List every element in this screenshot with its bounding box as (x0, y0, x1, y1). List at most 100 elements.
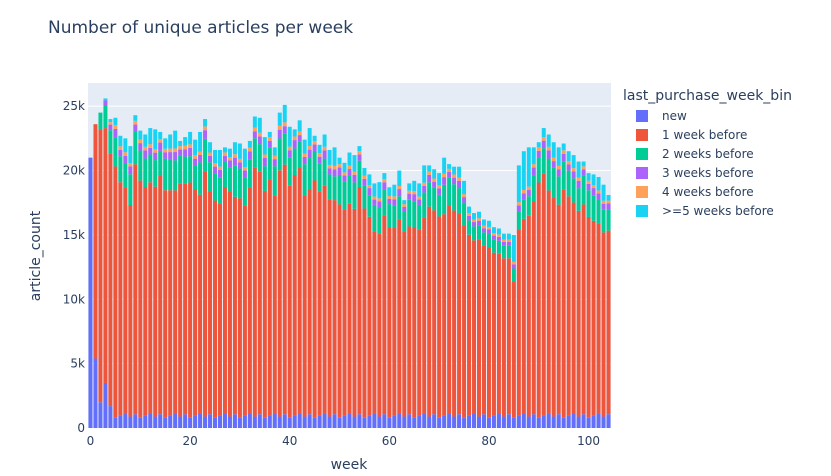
bar-segment[interactable] (118, 415, 123, 428)
bar-segment[interactable] (491, 252, 496, 416)
bar-segment[interactable] (372, 196, 377, 200)
bar-segment[interactable] (138, 139, 143, 144)
bar-segment[interactable] (188, 144, 193, 148)
bar-segment[interactable] (576, 188, 581, 211)
bar-segment[interactable] (447, 205, 452, 414)
bar-segment[interactable] (601, 232, 606, 417)
bar-segment[interactable] (292, 129, 297, 137)
legend-swatch[interactable] (636, 167, 648, 179)
bar-segment[interactable] (103, 100, 108, 106)
bar-segment[interactable] (491, 227, 496, 234)
bar-segment[interactable] (561, 150, 566, 154)
bar-segment[interactable] (203, 171, 208, 417)
bar-segment[interactable] (247, 413, 252, 428)
bar-segment[interactable] (392, 199, 397, 206)
bar-segment[interactable] (232, 142, 237, 155)
bar-segment[interactable] (213, 200, 217, 418)
bar-segment[interactable] (427, 165, 432, 172)
bar-segment[interactable] (277, 129, 282, 139)
bar-segment[interactable] (551, 197, 556, 417)
bar-segment[interactable] (457, 177, 462, 181)
bar-segment[interactable] (213, 163, 217, 167)
bar-segment[interactable] (442, 184, 447, 215)
bar-segment[interactable] (407, 414, 412, 428)
bar-segment[interactable] (382, 173, 387, 180)
legend[interactable]: new 1 week before 2 weeks before 3 weeks be… (636, 109, 774, 218)
bar-segment[interactable] (362, 417, 367, 428)
bar-segment[interactable] (596, 223, 601, 414)
bar-segment[interactable] (596, 413, 601, 428)
bar-segment[interactable] (407, 226, 412, 415)
bar-segment[interactable] (277, 170, 282, 417)
bar-segment[interactable] (272, 155, 277, 160)
bar-segment[interactable] (526, 416, 531, 428)
bar-segment[interactable] (307, 146, 312, 150)
bar-segment[interactable] (606, 414, 611, 428)
bar-segment[interactable] (183, 183, 188, 415)
bar-segment[interactable] (551, 157, 556, 162)
bar-segment[interactable] (163, 152, 168, 159)
bar-segment[interactable] (576, 416, 581, 428)
bar-segment[interactable] (237, 417, 242, 428)
bar-segment[interactable] (526, 190, 531, 197)
bar-segment[interactable] (302, 164, 307, 196)
bar-segment[interactable] (606, 203, 611, 210)
bar-segment[interactable] (516, 415, 521, 428)
bar-segment[interactable] (173, 130, 178, 149)
bar-segment[interactable] (422, 192, 427, 218)
bar-segment[interactable] (347, 152, 352, 166)
bar-segment[interactable] (232, 157, 237, 166)
bar-segment[interactable] (372, 204, 377, 232)
bar-segment[interactable] (113, 166, 118, 418)
bar-segment[interactable] (491, 235, 496, 240)
bar-segment[interactable] (312, 150, 317, 181)
bar-segment[interactable] (526, 186, 531, 191)
bar-segment[interactable] (208, 152, 213, 156)
bar-segment[interactable] (168, 148, 173, 153)
bar-segment[interactable] (342, 415, 347, 428)
bar-segment[interactable] (158, 142, 163, 151)
bar-segment[interactable] (133, 164, 138, 415)
bar-segment[interactable] (596, 199, 601, 224)
bar-segment[interactable] (397, 219, 402, 414)
bar-segment[interactable] (452, 184, 457, 211)
bar-segment[interactable] (511, 234, 516, 262)
bar-segment[interactable] (277, 416, 282, 428)
bar-segment[interactable] (357, 160, 362, 187)
bar-segment[interactable] (287, 146, 292, 151)
bar-segment[interactable] (148, 128, 153, 145)
bar-segment[interactable] (222, 155, 227, 162)
bar-segment[interactable] (277, 125, 282, 130)
bar-segment[interactable] (536, 147, 541, 151)
bar-segment[interactable] (337, 167, 342, 175)
bar-segment[interactable] (516, 229, 521, 416)
bar-segment[interactable] (496, 240, 501, 254)
bar-segment[interactable] (287, 150, 292, 158)
bar-segment[interactable] (123, 413, 128, 428)
bar-segment[interactable] (173, 190, 178, 414)
bar-segment[interactable] (556, 165, 561, 170)
bar-segment[interactable] (332, 165, 337, 170)
bar-segment[interactable] (462, 194, 467, 198)
bar-segment[interactable] (237, 143, 242, 159)
bar-segment[interactable] (432, 210, 437, 415)
bar-segment[interactable] (153, 152, 158, 161)
bar-segment[interactable] (601, 200, 606, 204)
bar-segment[interactable] (222, 161, 227, 187)
bar-segment[interactable] (327, 164, 332, 169)
bar-segment[interactable] (108, 119, 113, 123)
bar-segment[interactable] (387, 417, 392, 428)
bar-segment[interactable] (486, 226, 491, 230)
bar-segment[interactable] (292, 175, 297, 416)
bar-segment[interactable] (317, 415, 322, 428)
bar-segment[interactable] (541, 137, 546, 141)
bar-segment[interactable] (178, 416, 183, 428)
bar-segment[interactable] (203, 416, 208, 428)
bar-segment[interactable] (586, 190, 591, 217)
bar-segment[interactable] (307, 158, 312, 190)
bar-segment[interactable] (511, 264, 516, 269)
bar-segment[interactable] (227, 167, 232, 192)
bar-segment[interactable] (427, 182, 432, 207)
bar-segment[interactable] (481, 219, 486, 226)
bar-segment[interactable] (427, 171, 432, 175)
